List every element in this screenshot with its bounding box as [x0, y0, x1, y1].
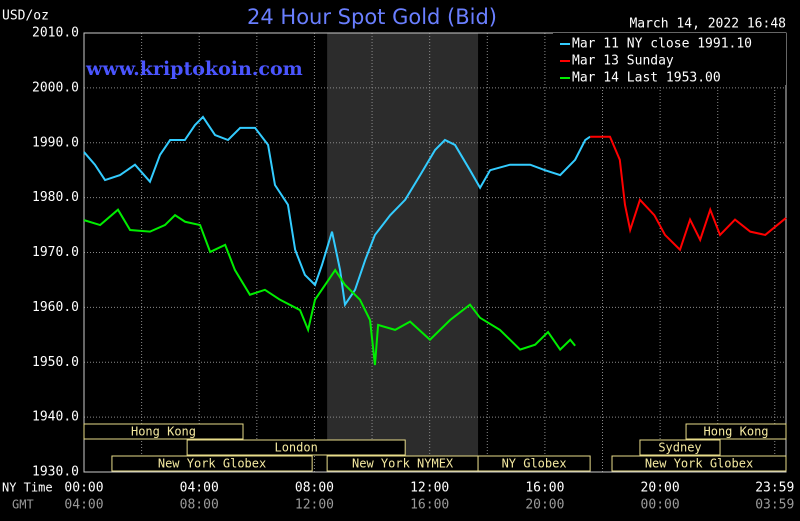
- session-label: Sydney: [658, 441, 701, 455]
- session-box: [611, 455, 787, 472]
- price-line: [83, 115, 591, 308]
- plot-frame: [83, 32, 787, 473]
- y-tick-label: 1950.0: [32, 355, 79, 370]
- y-tick-label: 1940.0: [32, 410, 79, 425]
- session-label: New York Globex: [158, 457, 266, 471]
- chart-title: 24 Hour Spot Gold (Bid): [247, 5, 497, 29]
- legend-label: Mar 11 NY close 1991.10: [572, 37, 752, 52]
- x-tick-label: 16:00: [525, 481, 564, 496]
- x-tick-label: 04:00: [180, 481, 219, 496]
- session-box: [685, 423, 787, 440]
- gmt-tick-label: 03:59: [755, 498, 794, 513]
- y-tick-label: 1990.0: [32, 135, 79, 150]
- session-label: Hong Kong: [131, 425, 196, 439]
- gmt-tick-label: 16:00: [410, 498, 449, 513]
- session-box: [111, 455, 313, 472]
- x-tick-label: 20:00: [641, 481, 680, 496]
- price-line: [83, 208, 576, 366]
- x-tick-label: 23:59: [755, 481, 794, 496]
- y-tick-label: 2000.0: [32, 80, 79, 95]
- timestamp: March 14, 2022 16:48: [629, 17, 786, 32]
- gmt-tick-label: 08:00: [180, 498, 219, 513]
- watermark: www.kriptokoin.com: [85, 58, 303, 80]
- session-label: Hong Kong: [704, 425, 769, 439]
- gmt-tick-label: 20:00: [525, 498, 564, 513]
- session-box: [83, 423, 244, 440]
- session-box: [477, 455, 591, 472]
- session-label: London: [274, 441, 317, 455]
- y-tick-label: 1930.0: [32, 465, 79, 480]
- session-box: [639, 439, 721, 456]
- legend-label: Mar 14 Last 1953.00: [572, 71, 721, 86]
- session-box: [186, 439, 406, 456]
- x-tick-label: 12:00: [410, 481, 449, 496]
- price-line: [590, 135, 787, 252]
- gmt-tick-label: 04:00: [64, 498, 103, 513]
- y-tick-label: 1970.0: [32, 245, 79, 260]
- session-label: New York Globex: [645, 457, 753, 471]
- session-label: NY Globex: [502, 457, 567, 471]
- gmt-tick-label: 00:00: [641, 498, 680, 513]
- y-unit: USD/oz: [2, 9, 49, 24]
- y-tick-label: 1960.0: [32, 300, 79, 315]
- x2-row-label: GMT: [12, 498, 34, 512]
- y-tick-label: 2010.0: [32, 26, 79, 41]
- gmt-tick-label: 12:00: [295, 498, 334, 513]
- y-tick-label: 1980.0: [32, 190, 79, 205]
- legend-box: [553, 33, 786, 85]
- legend-label: Mar 13 Sunday: [572, 54, 674, 69]
- session-label: New York NYMEX: [352, 457, 454, 471]
- x-tick-label: 08:00: [295, 481, 334, 496]
- x-row-label: NY Time: [2, 481, 53, 495]
- x-tick-label: 00:00: [64, 481, 103, 496]
